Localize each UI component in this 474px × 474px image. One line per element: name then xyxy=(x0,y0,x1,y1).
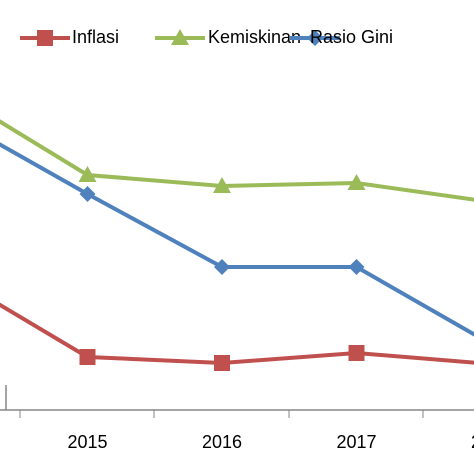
data-point xyxy=(347,174,366,190)
data-point xyxy=(213,177,231,193)
legend-marker xyxy=(37,30,53,46)
legend-label: Kemiskinan xyxy=(208,27,301,47)
data-point xyxy=(348,259,365,275)
legend-marker xyxy=(307,30,323,46)
data-point xyxy=(348,345,365,361)
x-tick-label: 2018 xyxy=(471,432,474,452)
legend-marker xyxy=(171,29,189,45)
data-point xyxy=(79,186,96,202)
x-tick-label: 2017 xyxy=(336,432,376,452)
legend-label: Inflasi xyxy=(72,27,119,47)
x-tick-label: 2016 xyxy=(202,432,242,452)
data-point xyxy=(79,349,96,365)
legend-label: Rasio Gini xyxy=(310,27,393,47)
data-point xyxy=(214,355,230,371)
x-tick-label: 2015 xyxy=(67,432,107,452)
data-point xyxy=(214,259,230,275)
data-point xyxy=(78,166,97,182)
series-line xyxy=(0,142,474,337)
series-line xyxy=(0,302,474,366)
